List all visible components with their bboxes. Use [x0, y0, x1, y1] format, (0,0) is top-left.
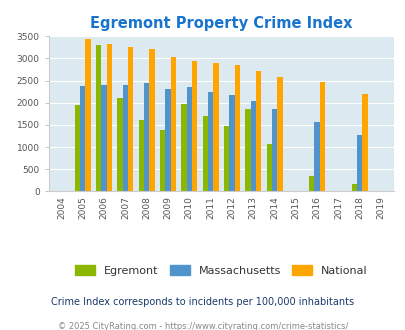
- Title: Egremont Property Crime Index: Egremont Property Crime Index: [90, 16, 352, 31]
- Legend: Egremont, Massachusetts, National: Egremont, Massachusetts, National: [72, 261, 370, 279]
- Bar: [319, 82, 324, 191]
- Bar: [144, 83, 149, 191]
- Bar: [308, 176, 314, 191]
- Text: © 2025 CityRating.com - https://www.cityrating.com/crime-statistics/: © 2025 CityRating.com - https://www.city…: [58, 322, 347, 330]
- Bar: [234, 65, 239, 191]
- Bar: [224, 126, 229, 191]
- Bar: [213, 63, 218, 191]
- Bar: [192, 61, 197, 191]
- Text: Crime Index corresponds to incidents per 100,000 inhabitants: Crime Index corresponds to incidents per…: [51, 297, 354, 307]
- Bar: [101, 85, 107, 191]
- Bar: [165, 89, 170, 191]
- Bar: [80, 86, 85, 191]
- Bar: [149, 49, 154, 191]
- Bar: [170, 57, 176, 191]
- Bar: [122, 85, 128, 191]
- Bar: [277, 77, 282, 191]
- Bar: [75, 105, 80, 191]
- Bar: [139, 120, 144, 191]
- Bar: [245, 109, 250, 191]
- Bar: [181, 104, 186, 191]
- Bar: [362, 94, 367, 191]
- Bar: [356, 135, 362, 191]
- Bar: [107, 44, 112, 191]
- Bar: [314, 122, 319, 191]
- Bar: [186, 87, 192, 191]
- Bar: [202, 116, 207, 191]
- Bar: [117, 98, 122, 191]
- Bar: [255, 71, 260, 191]
- Bar: [128, 47, 133, 191]
- Bar: [207, 92, 213, 191]
- Bar: [229, 95, 234, 191]
- Bar: [85, 39, 91, 191]
- Bar: [250, 101, 255, 191]
- Bar: [266, 145, 271, 191]
- Bar: [160, 130, 165, 191]
- Bar: [351, 184, 356, 191]
- Bar: [96, 45, 101, 191]
- Bar: [271, 110, 277, 191]
